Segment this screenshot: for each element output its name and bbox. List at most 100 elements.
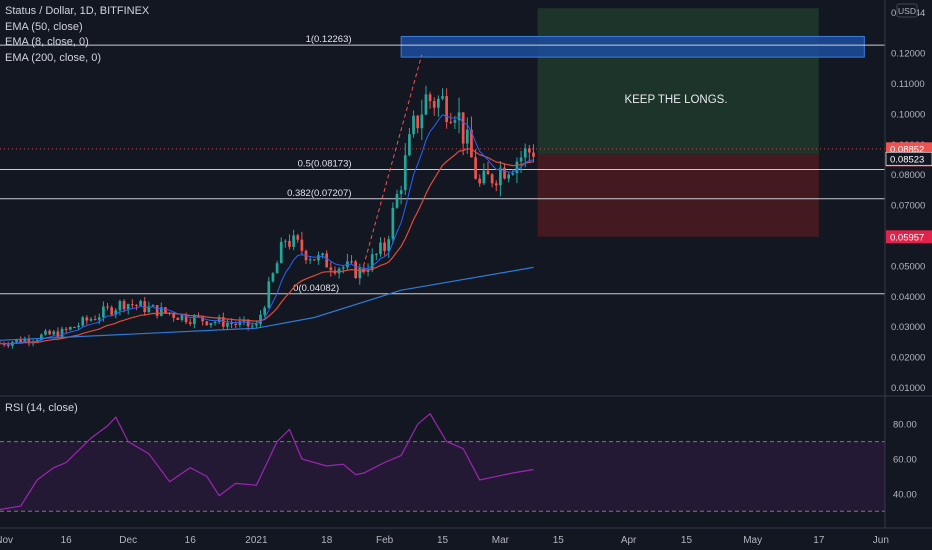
candle-up <box>317 255 320 261</box>
legend-ema200[interactable]: EMA (200, close, 0) <box>5 51 101 64</box>
candle-down <box>288 240 291 247</box>
candle-up <box>412 115 415 135</box>
fib-label: 0(0.04082) <box>293 283 339 294</box>
rsi-tick-label: 60.00 <box>893 455 917 466</box>
currency-label: USD <box>898 6 916 16</box>
x-tick-label: 17 <box>813 535 825 546</box>
y-tick-label: 0.11000 <box>891 79 925 90</box>
ema50-line <box>0 148 534 345</box>
candle-down <box>176 317 180 320</box>
candle-up <box>102 306 105 318</box>
candle-up <box>511 173 515 175</box>
candle-down <box>350 261 353 263</box>
ema-lines <box>0 114 534 345</box>
candle-up <box>81 317 85 326</box>
rsi-tick-label: 80.00 <box>893 420 917 431</box>
highlight-box <box>400 35 865 58</box>
candle-down <box>474 157 477 179</box>
candle-up <box>238 321 242 325</box>
candle-down <box>329 267 333 271</box>
candle-up <box>284 240 287 242</box>
fib-label: 0.5(0.08173) <box>298 158 352 169</box>
candle-down <box>528 148 531 153</box>
candle-up <box>391 207 395 240</box>
x-tick-label: Mar <box>492 535 510 546</box>
candle-down <box>135 304 138 306</box>
candle-down <box>445 96 448 122</box>
candle-down <box>490 174 494 184</box>
candle-down <box>205 321 209 326</box>
candle-down <box>432 101 436 108</box>
chart-annotation: KEEP THE LONGS. <box>624 94 728 106</box>
candle-down <box>383 242 386 251</box>
stop-zone <box>537 154 819 237</box>
price-tag <box>886 230 932 244</box>
y-tick-label: 0.01000 <box>891 383 925 394</box>
indicator-legend: Status / Dollar, 1D, BITFINEX EMA (50, c… <box>5 4 149 66</box>
x-tick-label: 2021 <box>245 535 268 546</box>
candle-down <box>19 339 23 343</box>
legend-rsi[interactable]: RSI (14, close) <box>5 402 78 414</box>
fib-label: 1(0.12263) <box>306 34 352 45</box>
y-tick-label: 0.07000 <box>891 201 925 212</box>
candle-up <box>151 305 155 307</box>
candle-up <box>159 307 163 316</box>
candle-up <box>77 325 80 328</box>
candle-down <box>93 319 97 321</box>
candle-up <box>259 314 262 324</box>
price-tag-value: 0.05957 <box>890 232 924 243</box>
candle-up <box>387 239 391 251</box>
candle-down <box>143 301 147 312</box>
candle-down <box>230 322 233 324</box>
candle-down <box>130 304 134 306</box>
symbol-title[interactable]: Status / Dollar, 1D, BITFINEX <box>5 5 150 17</box>
legend-ema8[interactable]: EMA (8, close, 0) <box>5 36 89 48</box>
candle-up <box>399 190 403 194</box>
x-tick-label: 15 <box>553 535 565 546</box>
candle-up <box>97 317 101 320</box>
y-tick-label: 0.08000 <box>891 170 925 181</box>
candle-up <box>499 167 502 186</box>
y-tick-label: 0.05000 <box>891 261 925 272</box>
candle-up <box>403 155 407 191</box>
candle-up <box>255 323 258 326</box>
candle-up <box>23 338 27 343</box>
candle-down <box>494 183 498 186</box>
candle-up <box>147 306 151 312</box>
candle-down <box>184 314 188 323</box>
candle-down <box>478 178 482 184</box>
candle-up <box>250 325 254 327</box>
candle-up <box>139 301 142 306</box>
candle-up <box>15 339 18 343</box>
candle-up <box>267 281 271 308</box>
candle-up <box>118 301 122 311</box>
rsi-tick-label: 40.00 <box>893 489 917 500</box>
candle-down <box>503 167 506 179</box>
candle-down <box>201 316 204 322</box>
x-tick-label: May <box>743 535 762 546</box>
target-zone <box>537 8 819 155</box>
candle-up <box>271 273 275 282</box>
x-tick-label: 16 <box>61 535 73 546</box>
candle-down <box>221 317 225 327</box>
legend-ema50[interactable]: EMA (50, close) <box>5 20 83 33</box>
candle-down <box>64 328 68 330</box>
candle-down <box>449 121 453 123</box>
candle-up <box>52 331 56 335</box>
candle-up <box>40 334 43 340</box>
candle-down <box>110 307 114 315</box>
candle-up <box>358 268 362 279</box>
candle-up <box>437 98 440 108</box>
x-tick-label: 15 <box>437 535 449 546</box>
candle-down <box>106 306 109 308</box>
candle-down <box>461 112 465 144</box>
candle-up <box>308 259 312 261</box>
rsi-line <box>0 412 534 511</box>
candle-up <box>279 241 283 264</box>
trend-line <box>359 54 423 280</box>
candle-up <box>408 134 411 156</box>
candle-up <box>193 315 196 324</box>
candle-up <box>321 253 324 256</box>
